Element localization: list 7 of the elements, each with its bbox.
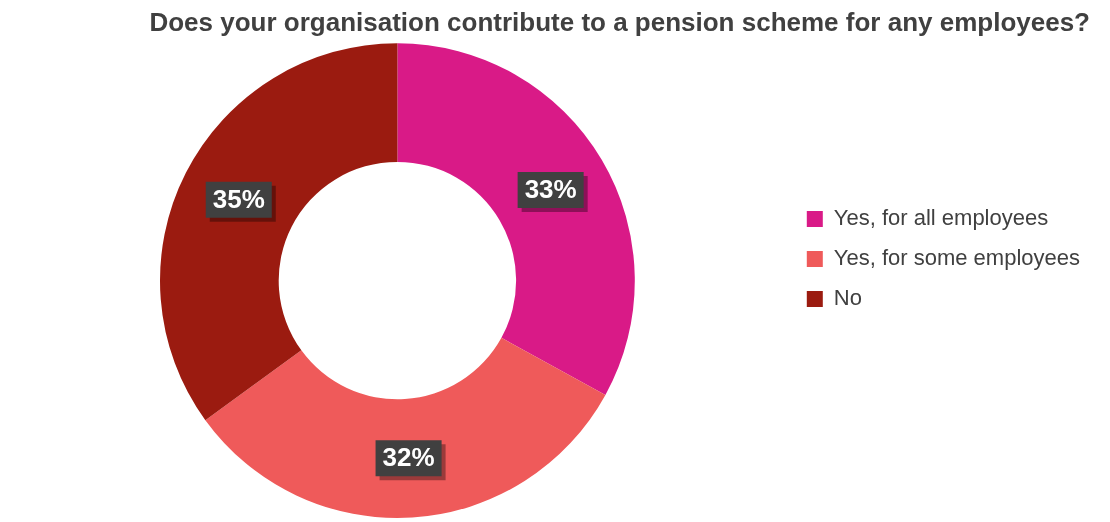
legend-label: No (833, 285, 862, 311)
data-label: 33% (524, 174, 577, 205)
data-label: 32% (382, 442, 435, 473)
legend-label: Yes, for all employees (833, 205, 1049, 231)
chart-title: Does your organisation contribute to a pension scheme for any employees? (149, 6, 1090, 37)
legend-label: Yes, for some employees (833, 245, 1080, 271)
data-label: 35% (212, 183, 265, 214)
